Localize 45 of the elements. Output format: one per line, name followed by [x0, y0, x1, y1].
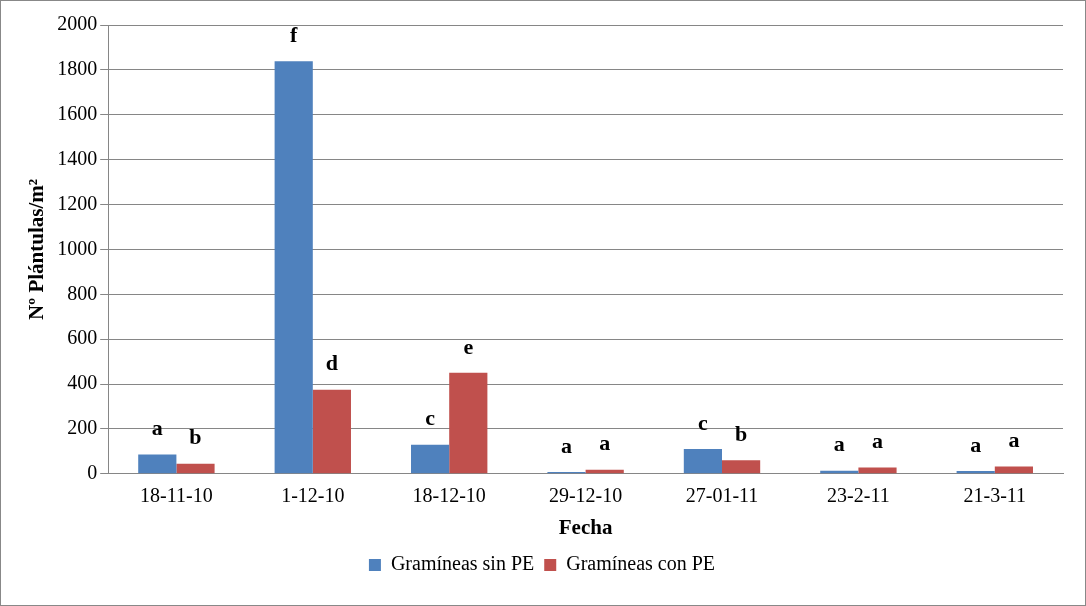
legend-label: Gramíneas con PE — [566, 552, 716, 575]
x-tick-label: 18-11-10 — [140, 484, 213, 507]
y-tick-label: 800 — [67, 281, 98, 304]
bar — [274, 61, 313, 474]
y-tick-label: 1800 — [57, 57, 98, 80]
data-label: c — [425, 405, 436, 431]
bar — [312, 389, 351, 474]
y-tick-label: 1000 — [57, 236, 98, 259]
x-tick-label: 18-12-10 — [412, 484, 486, 507]
data-label: a — [970, 431, 982, 457]
bar — [449, 372, 488, 474]
data-label: a — [561, 432, 572, 458]
data-label: a — [1008, 427, 1020, 453]
data-label: a — [833, 431, 845, 457]
bar — [722, 460, 761, 474]
data-label: e — [463, 333, 474, 359]
bar — [411, 444, 450, 474]
y-tick-label: 400 — [67, 371, 98, 394]
bar — [138, 454, 177, 474]
y-tick-label: 1200 — [57, 191, 98, 214]
bar — [683, 449, 722, 474]
y-tick-label: 1600 — [57, 102, 98, 125]
data-label: b — [189, 424, 202, 450]
data-label: a — [151, 415, 163, 441]
bar — [176, 463, 215, 474]
x-tick-label: 21-3-11 — [963, 484, 1027, 507]
y-tick-label: 600 — [67, 326, 98, 349]
data-label: c — [698, 409, 709, 435]
data-label: f — [290, 22, 299, 48]
bar — [994, 466, 1033, 474]
x-tick-label: 23-2-11 — [827, 484, 890, 507]
x-tick-label: 29-12-10 — [548, 484, 623, 507]
y-tick-label: 2000 — [57, 12, 98, 35]
y-axis-title: Nº Plántulas/m² — [24, 178, 49, 320]
data-label: d — [325, 350, 339, 376]
y-tick-label: 200 — [67, 416, 98, 439]
y-tick-label: 0 — [87, 461, 98, 484]
x-axis-title: Fecha — [558, 514, 613, 539]
y-tick-label: 1400 — [57, 146, 98, 169]
x-tick-label: 1-12-10 — [281, 484, 345, 507]
legend-label: Gramíneas sin PE — [390, 552, 535, 575]
x-tick-label: 27-01-11 — [685, 484, 759, 507]
data-label: a — [599, 430, 611, 456]
data-label: a — [872, 428, 883, 454]
data-label: b — [734, 421, 748, 447]
